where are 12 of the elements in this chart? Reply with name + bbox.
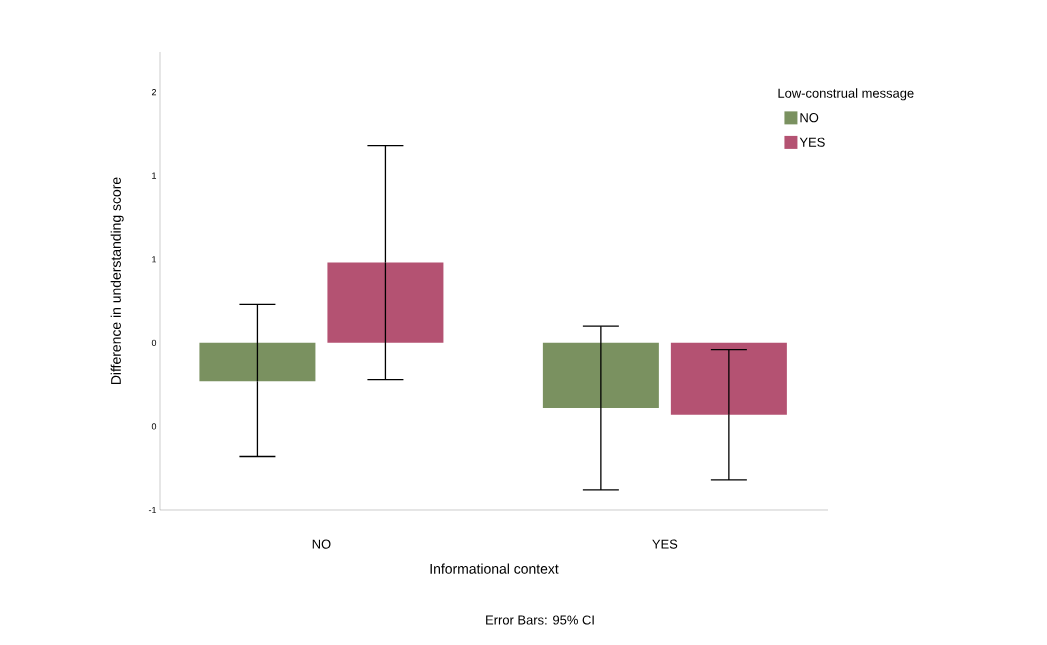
legend-label: YES — [799, 137, 825, 147]
y-tick-label: 1 — [152, 256, 157, 263]
y-tick-label: 0 — [151, 423, 157, 430]
y-tick-label: 0 — [151, 339, 157, 347]
y-tick-label: 2 — [151, 88, 157, 96]
y-axis-title: Difference in understanding score — [110, 177, 124, 385]
y-tick-label: -1 — [148, 506, 157, 514]
y-tick-label: 1 — [152, 172, 157, 179]
legend-title: Low-construal message — [778, 88, 914, 101]
legend-label: NO — [800, 113, 819, 123]
text: Error Bars: 95% CI — [486, 615, 594, 625]
x-axis-title: Informational context — [430, 563, 559, 574]
